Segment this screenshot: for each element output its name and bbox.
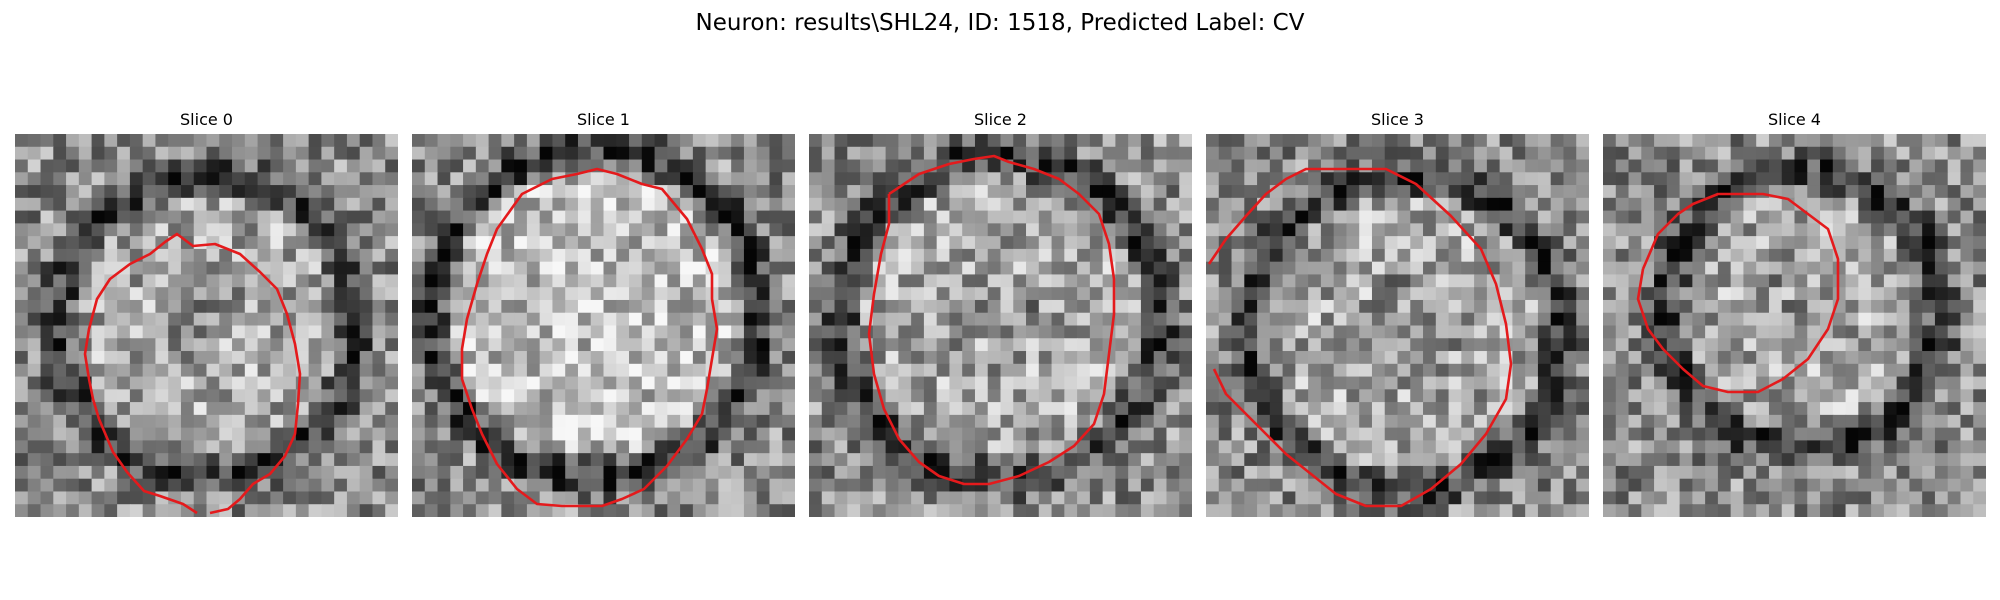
slice-image-1	[412, 134, 795, 517]
slice-title-0: Slice 0	[180, 110, 233, 129]
slice-panel-0: Slice 0	[15, 110, 398, 517]
contour-line-3	[1207, 167, 1513, 508]
contour-line-1	[460, 167, 719, 508]
figure-title: Neuron: results\SHL24, ID: 1518, Predict…	[695, 10, 1305, 36]
slice-image-2	[809, 134, 1192, 517]
contour-line-2	[867, 154, 1116, 486]
slice-title-2: Slice 2	[974, 110, 1027, 129]
slice-title-1: Slice 1	[577, 110, 630, 129]
slice-panel-4: Slice 4	[1603, 110, 1986, 517]
slice-image-0	[15, 134, 398, 517]
contour-line-0	[83, 232, 302, 515]
slice-image-4	[1603, 134, 1986, 517]
slice-title-3: Slice 3	[1371, 110, 1424, 129]
slice-image-3	[1206, 134, 1589, 517]
slice-panel-2: Slice 2	[809, 110, 1192, 517]
contour-line-4	[1636, 192, 1840, 394]
slice-title-4: Slice 4	[1768, 110, 1821, 129]
slice-panel-3: Slice 3	[1206, 110, 1589, 517]
slice-panel-1: Slice 1	[412, 110, 795, 517]
